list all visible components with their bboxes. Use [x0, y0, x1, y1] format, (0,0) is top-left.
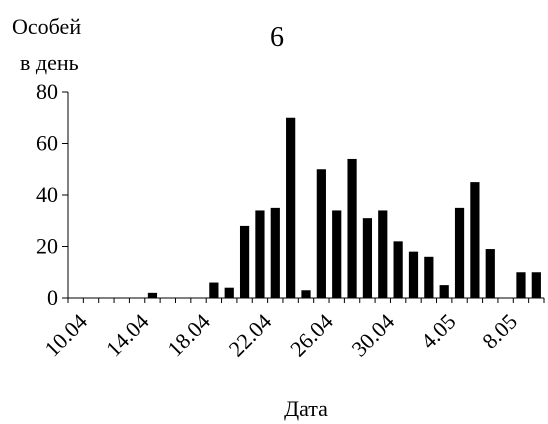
y-tick-label-20: 20 [36, 234, 58, 259]
bar-28.04 [347, 158, 357, 298]
y-tick-label-80: 80 [36, 79, 58, 104]
x-tick-label-14.04: 14.04 [101, 309, 154, 362]
x-tick-label-22.04: 22.04 [224, 309, 277, 362]
bar-19.04 [209, 282, 219, 298]
bar-3.05 [424, 256, 434, 298]
x-tick-label-8.05: 8.05 [477, 309, 522, 354]
x-axis-label: Дата [284, 396, 328, 421]
bar-15.04 [147, 292, 158, 298]
bar-20.04 [224, 287, 234, 298]
x-tick-label-26.04: 26.04 [285, 309, 338, 362]
x-tick-label-30.04: 30.04 [347, 309, 400, 362]
bar-2.05 [408, 251, 419, 298]
bar-25.04 [301, 290, 311, 298]
bar-6.05 [470, 182, 480, 298]
bar-9.05 [516, 272, 526, 298]
bar-5.05 [454, 207, 465, 298]
bar-26.04 [316, 169, 326, 298]
y-tick-label-40: 40 [36, 182, 58, 207]
bar-29.04 [362, 218, 373, 298]
y-tick-label-60: 60 [36, 131, 58, 156]
plot-area: 0 20 40 60 80 10.04 14.04 18.04 22.04 26.04 30.04 4… [36, 79, 545, 362]
x-tick-label-18.04: 18.04 [162, 309, 215, 362]
y-axis-label-line2: в день [20, 50, 79, 75]
bar-1.05 [393, 241, 403, 298]
bar-24.04 [286, 117, 296, 298]
bar-21.04 [239, 225, 250, 298]
x-tick-label-10.04: 10.04 [39, 309, 92, 362]
bar-7.05 [485, 249, 495, 298]
chart-title: 6 [270, 22, 284, 53]
y-tick-label-0: 0 [47, 285, 58, 310]
bar-22.04 [255, 210, 265, 298]
bar-23.04 [270, 207, 280, 298]
x-tick-label-4.05: 4.05 [416, 309, 461, 354]
bar-30 [531, 272, 541, 298]
bar-4.05 [439, 285, 449, 298]
bar-30.04 [378, 210, 388, 298]
bar-27.04 [332, 210, 342, 298]
y-axis-label-line1: Особей [12, 14, 81, 39]
